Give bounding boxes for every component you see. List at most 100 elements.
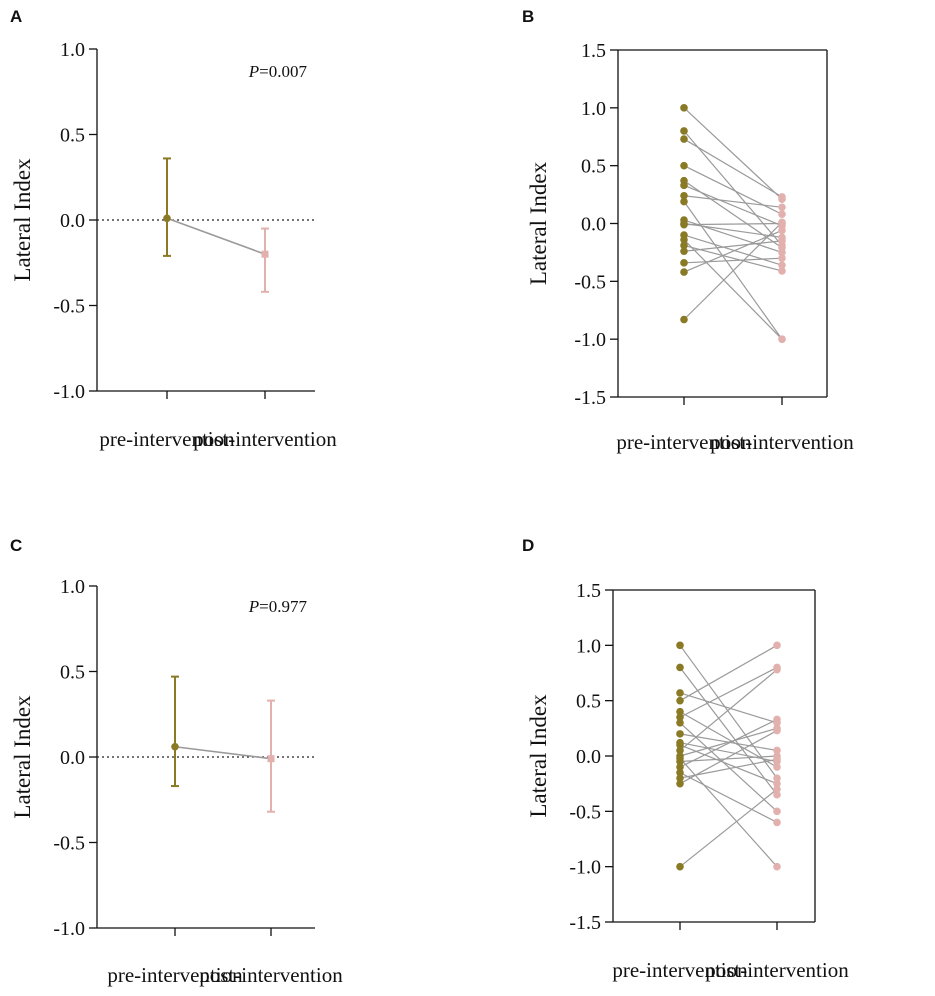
p-value-annotation: P=0.007 [248,62,308,81]
mean-connector-line [166,217,266,255]
y-tick-label: 0.0 [576,746,601,768]
post-point [773,757,781,766]
pre-point [680,315,688,324]
y-tick-label: -1.0 [569,857,601,879]
pair-line [683,165,783,215]
mean-marker-pre [171,742,179,751]
pair-line [679,644,778,779]
pair-line [679,730,778,785]
pre-point [676,689,684,697]
pre-point [680,135,688,143]
p-label: P [248,62,259,81]
pair-line [679,788,778,868]
pair-line [679,692,778,724]
y-tick-label: -0.5 [574,271,606,293]
pair-line [683,239,783,340]
pre-point [680,161,688,170]
pre-point [676,746,684,755]
y-axis-label: Lateral Index [10,695,35,819]
post-point [773,785,781,793]
post-point [778,210,786,219]
pair-line [683,130,783,246]
mean-marker-post [261,250,269,258]
pair-line [679,744,778,785]
pre-point [680,104,688,112]
panel-c: C 1.0 0.5 0.0 -0.5 -1.0 pre-interventionpost-i… [10,536,343,987]
mean-marker-post [267,755,275,763]
pre-point [676,696,684,705]
y-axis-label: Lateral Index [10,158,35,282]
y-tick-label: -1.5 [574,387,606,409]
post-point [778,335,786,343]
pre-point [680,235,688,244]
pre-point [676,763,684,771]
pair-line [683,184,783,227]
post-point [778,261,786,269]
x-tick-label: post-intervention [710,430,854,454]
pair-line [679,718,778,768]
post-point [778,237,786,245]
p-value: =0.977 [259,597,307,616]
post-point [773,790,781,799]
post-point [773,726,781,735]
p-label: P [248,597,259,616]
pair-line [683,257,783,264]
pair-line [683,229,783,273]
pre-point [676,730,684,738]
y-axis-label: Lateral Index [526,161,551,285]
y-tick-label: 0.0 [60,210,85,232]
pre-point [680,247,688,256]
post-point [773,752,781,760]
y-tick-label: -1.0 [53,381,85,403]
y-tick-label: 0.0 [60,747,85,769]
post-point [773,746,781,755]
panel-letter: D [522,536,534,555]
x-tick-label: post-intervention [193,427,337,451]
y-tick-label: -1.0 [574,329,606,351]
y-tick-label: 1.5 [576,580,601,602]
pre-point [680,220,688,229]
pre-point [676,774,684,782]
panel-a: A 1.0 0.5 0.0 -0.5 -1.0 pre-interventionpost-i… [10,7,337,451]
mean-marker-pre [163,214,171,223]
x-tick-label: pre-intervention [612,958,748,982]
pair-line [679,667,778,796]
pre-point [680,268,688,276]
panel-letter: B [522,7,534,26]
post-point [778,248,786,257]
post-point [778,226,786,235]
pair-line [683,221,783,320]
pair-line [683,222,783,226]
y-tick-label: -1.5 [569,912,601,934]
pair-line [679,727,778,757]
panel-letter: A [10,7,22,26]
pre-point [676,713,684,722]
pre-point [680,127,688,135]
y-tick-label: 1.0 [60,576,85,598]
post-point [773,763,781,771]
y-tick-label: -0.5 [569,801,601,823]
pre-point [680,259,688,267]
pair-line [679,755,778,763]
x-tick-label: pre-intervention [616,430,752,454]
pair-line [679,757,778,868]
pair-line [683,234,783,266]
post-point [778,203,786,212]
x-tick-label: pre-intervention [107,963,243,987]
y-tick-label: 1.0 [60,39,85,61]
pre-point [676,757,684,766]
y-tick-label: -0.5 [53,296,85,318]
pair-line [679,742,778,763]
pair-line [679,772,778,823]
pre-point [676,779,684,788]
y-tick-label: 1.5 [581,40,606,62]
pair-line [679,669,778,751]
y-tick-label: 1.0 [576,635,601,657]
pre-point [676,663,684,672]
p-value: =0.007 [259,62,307,81]
y-tick-label: -1.0 [53,918,85,940]
pre-point [676,768,684,777]
post-point [778,218,786,227]
post-point [773,862,781,871]
y-tick-label: 0.5 [60,125,85,147]
